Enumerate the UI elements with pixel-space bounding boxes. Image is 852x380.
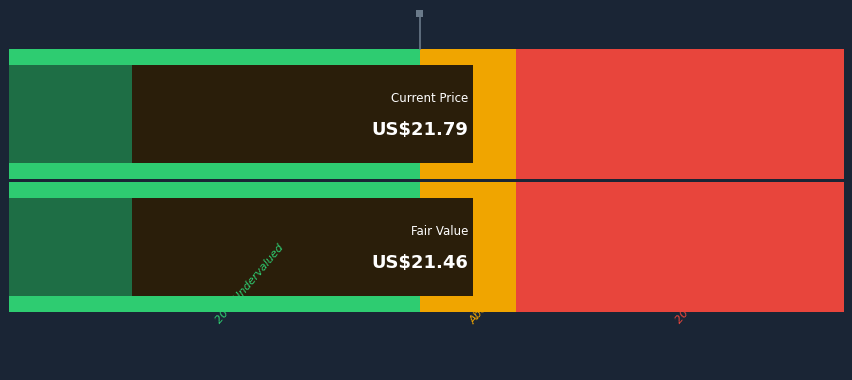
Bar — [132, 65, 472, 163]
Bar — [515, 182, 843, 312]
Bar — [419, 182, 515, 312]
Bar — [132, 198, 472, 296]
Bar — [9, 296, 419, 312]
Bar — [419, 49, 515, 179]
Text: Current Price: Current Price — [391, 92, 468, 105]
Text: US$21.79: US$21.79 — [371, 120, 468, 138]
Bar — [9, 182, 419, 198]
Text: US$21.46: US$21.46 — [371, 253, 468, 271]
Text: Fair Value: Fair Value — [411, 225, 468, 238]
Bar — [9, 163, 419, 179]
Bar — [515, 49, 843, 179]
Text: About Right: About Right — [468, 269, 517, 326]
Text: 20% Overvalued: 20% Overvalued — [673, 248, 740, 326]
Bar — [9, 198, 419, 296]
Bar — [9, 49, 419, 65]
Bar — [9, 65, 419, 163]
Bar — [416, 10, 423, 17]
Text: 20% Undervalued: 20% Undervalued — [214, 243, 285, 326]
